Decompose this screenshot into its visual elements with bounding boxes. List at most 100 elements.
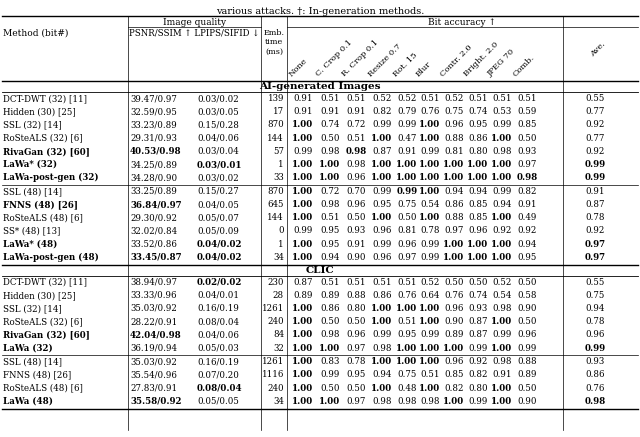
Text: 0.76: 0.76 xyxy=(420,107,440,116)
Text: 0.58: 0.58 xyxy=(517,291,537,300)
Text: 0.90: 0.90 xyxy=(444,317,464,326)
Text: 0.04/0.01: 0.04/0.01 xyxy=(197,291,239,300)
Text: 1.00: 1.00 xyxy=(319,397,340,406)
Text: 0.98: 0.98 xyxy=(346,147,367,156)
Text: 1.00: 1.00 xyxy=(444,397,465,406)
Text: 0.89: 0.89 xyxy=(444,330,464,340)
Text: C. Crop 0.1: C. Crop 0.1 xyxy=(314,38,354,78)
Text: 0.86: 0.86 xyxy=(585,371,605,379)
Text: 0.04/0.05: 0.04/0.05 xyxy=(197,200,239,209)
Text: 0.81: 0.81 xyxy=(397,226,417,236)
Text: CLIC: CLIC xyxy=(306,266,334,274)
Text: 1.00: 1.00 xyxy=(292,253,314,262)
Text: 42.04/0.98: 42.04/0.98 xyxy=(130,330,182,340)
Text: 0.70: 0.70 xyxy=(346,187,365,196)
Text: 1.00: 1.00 xyxy=(292,343,314,353)
Text: 0.92: 0.92 xyxy=(517,226,537,236)
Text: 29.31/0.93: 29.31/0.93 xyxy=(130,134,177,142)
Text: 0.95: 0.95 xyxy=(468,121,488,129)
Text: 0.98: 0.98 xyxy=(372,397,392,406)
Text: 0.90: 0.90 xyxy=(346,253,365,262)
Text: 0.74: 0.74 xyxy=(468,291,488,300)
Text: 0.89: 0.89 xyxy=(320,291,340,300)
Text: 0.93: 0.93 xyxy=(586,357,605,366)
Text: 0.92: 0.92 xyxy=(492,226,512,236)
Text: 0.05/0.03: 0.05/0.03 xyxy=(197,343,239,353)
Text: 0.50: 0.50 xyxy=(320,384,340,393)
Text: LaWa-post-gen (48): LaWa-post-gen (48) xyxy=(3,253,99,262)
Text: 1.00: 1.00 xyxy=(319,173,340,182)
Text: LaWa-post-gen (32): LaWa-post-gen (32) xyxy=(3,173,99,182)
Text: 1261: 1261 xyxy=(262,357,284,366)
Text: 0.94: 0.94 xyxy=(372,371,392,379)
Text: 0.51: 0.51 xyxy=(420,371,440,379)
Text: 0.87: 0.87 xyxy=(585,200,605,209)
Text: 1.00: 1.00 xyxy=(492,160,513,169)
Text: 1.00: 1.00 xyxy=(396,304,418,313)
Text: 0.50: 0.50 xyxy=(468,277,488,287)
Text: 0.99: 0.99 xyxy=(293,147,313,156)
Text: 0.99: 0.99 xyxy=(372,121,392,129)
Text: 0.05/0.07: 0.05/0.07 xyxy=(197,213,239,222)
Text: 33.33/0.96: 33.33/0.96 xyxy=(130,291,177,300)
Text: 0.96: 0.96 xyxy=(586,330,605,340)
Text: 0.96: 0.96 xyxy=(372,253,392,262)
Text: 0.94: 0.94 xyxy=(586,304,605,313)
Text: 0.74: 0.74 xyxy=(468,107,488,116)
Text: 0.99: 0.99 xyxy=(420,147,440,156)
Text: 240: 240 xyxy=(268,317,284,326)
Text: Hidden (30) [25]: Hidden (30) [25] xyxy=(3,107,76,116)
Text: Hidden (30) [25]: Hidden (30) [25] xyxy=(3,291,76,300)
Text: 0.99: 0.99 xyxy=(372,240,392,249)
Text: 1.00: 1.00 xyxy=(292,173,314,182)
Text: 17: 17 xyxy=(273,107,284,116)
Text: 0.03/0.01: 0.03/0.01 xyxy=(197,160,243,169)
Text: 1.00: 1.00 xyxy=(419,343,440,353)
Text: Ave.: Ave. xyxy=(589,40,607,58)
Text: 0.95: 0.95 xyxy=(372,200,392,209)
Text: 0.50: 0.50 xyxy=(346,317,365,326)
Text: 0.91: 0.91 xyxy=(293,107,313,116)
Text: 0.95: 0.95 xyxy=(517,253,537,262)
Text: 0.03/0.02: 0.03/0.02 xyxy=(197,173,239,182)
Text: 0.98: 0.98 xyxy=(320,147,340,156)
Text: 0.99: 0.99 xyxy=(293,226,313,236)
Text: 1.00: 1.00 xyxy=(371,357,392,366)
Text: 0.80: 0.80 xyxy=(468,147,488,156)
Text: SSL (48) [14]: SSL (48) [14] xyxy=(3,357,62,366)
Text: 1.00: 1.00 xyxy=(492,343,513,353)
Text: 0.98: 0.98 xyxy=(346,160,365,169)
Text: RoSteALS (32) [6]: RoSteALS (32) [6] xyxy=(3,134,83,142)
Text: 0.72: 0.72 xyxy=(346,121,365,129)
Text: 0.03/0.05: 0.03/0.05 xyxy=(197,107,239,116)
Text: 0.88: 0.88 xyxy=(444,213,464,222)
Text: 0.90: 0.90 xyxy=(517,397,537,406)
Text: 32.02/0.84: 32.02/0.84 xyxy=(130,226,177,236)
Text: FNNS (48) [26]: FNNS (48) [26] xyxy=(3,371,71,379)
Text: 0.03/0.02: 0.03/0.02 xyxy=(197,94,239,103)
Text: 0.52: 0.52 xyxy=(492,277,512,287)
Text: 0.91: 0.91 xyxy=(492,371,512,379)
Text: 1.00: 1.00 xyxy=(292,371,314,379)
Text: 870: 870 xyxy=(268,187,284,196)
Text: 36.84/0.97: 36.84/0.97 xyxy=(130,200,182,209)
Text: 0.08/0.04: 0.08/0.04 xyxy=(197,384,243,393)
Text: 0.96: 0.96 xyxy=(346,173,365,182)
Text: 0.55: 0.55 xyxy=(586,94,605,103)
Text: 0.03/0.04: 0.03/0.04 xyxy=(197,147,239,156)
Text: 0.79: 0.79 xyxy=(397,107,417,116)
Text: 0.95: 0.95 xyxy=(320,240,340,249)
Text: 57: 57 xyxy=(273,147,284,156)
Text: 0.51: 0.51 xyxy=(517,94,537,103)
Text: 0.85: 0.85 xyxy=(468,200,488,209)
Text: 0.98: 0.98 xyxy=(492,357,512,366)
Text: 0.51: 0.51 xyxy=(468,94,488,103)
Text: 0.95: 0.95 xyxy=(346,371,365,379)
Text: various attacks. †: In-generation methods.: various attacks. †: In-generation method… xyxy=(216,7,424,16)
Text: 0.51: 0.51 xyxy=(320,277,340,287)
Text: 0.99: 0.99 xyxy=(584,160,605,169)
Text: 1.00: 1.00 xyxy=(292,134,314,142)
Text: Resize 0.7: Resize 0.7 xyxy=(366,42,403,78)
Text: 0.78: 0.78 xyxy=(585,213,605,222)
Text: 28.22/0.91: 28.22/0.91 xyxy=(130,317,177,326)
